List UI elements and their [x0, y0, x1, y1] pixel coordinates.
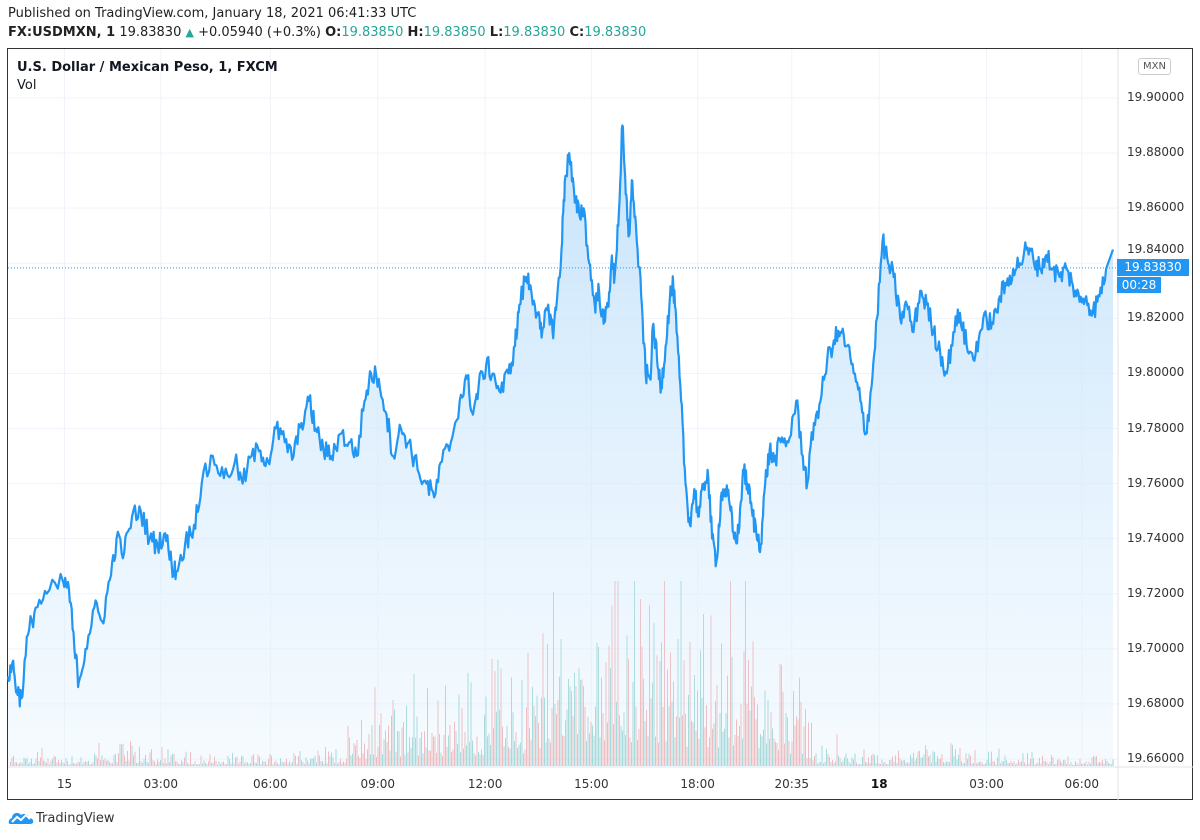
- x-tick-label: 03:00: [143, 777, 179, 791]
- tradingview-logo-icon: [8, 812, 34, 824]
- x-tick-label: 09:00: [360, 777, 396, 791]
- high-value: 19.83850: [423, 25, 486, 40]
- price-line: [6, 124, 1115, 708]
- y-tick-label: 19.72000: [1127, 585, 1185, 600]
- x-tick-label: 18:00: [680, 777, 715, 791]
- x-tick-label: 06:00: [1064, 777, 1100, 791]
- high-label: H:: [407, 25, 424, 40]
- low-value: 19.83830: [503, 25, 566, 40]
- currency-button[interactable]: MXN: [1138, 58, 1171, 75]
- quote-line: FX:USDMXN, 1 19.83830 ▲ +0.05940 (+0.3%)…: [8, 25, 646, 40]
- y-tick-label: 19.74000: [1127, 530, 1185, 545]
- y-tick-label: 19.70000: [1127, 640, 1185, 655]
- y-tick-label: 19.86000: [1127, 200, 1185, 215]
- symbol: FX:USDMXN, 1: [8, 25, 116, 40]
- y-tick-label: 19.88000: [1127, 145, 1185, 160]
- x-tick-label: 06:00: [253, 777, 288, 791]
- x-tick-label: 03:00: [969, 777, 1004, 791]
- x-tick-label: 15: [56, 777, 73, 791]
- low-label: L:: [489, 25, 504, 40]
- close-label: C:: [569, 25, 585, 40]
- y-tick-label: 19.82000: [1127, 310, 1185, 325]
- y-tick-label: 19.66000: [1127, 751, 1185, 765]
- x-tick-label: 12:00: [467, 777, 503, 791]
- tradingview-brand[interactable]: TradingView: [8, 810, 115, 826]
- chart-frame: [7, 48, 1193, 800]
- y-tick-label: 19.80000: [1127, 365, 1185, 380]
- chart-legend-title: U.S. Dollar / Mexican Peso, 1, FXCM: [17, 60, 278, 75]
- x-tick-label: 15:00: [574, 777, 609, 791]
- up-arrow-icon: ▲: [185, 26, 194, 39]
- price-change: +0.05940 (+0.3%): [198, 25, 321, 40]
- y-tick-label: 19.90000: [1127, 90, 1185, 104]
- open-value: 19.83850: [341, 25, 404, 40]
- volume-legend: Vol: [17, 78, 37, 93]
- y-tick-label: 19.84000: [1127, 242, 1185, 256]
- x-tick-label: 18: [870, 777, 888, 791]
- last-price-tag: 19.83830: [1117, 259, 1189, 276]
- y-tick-label: 19.76000: [1127, 475, 1185, 490]
- open-label: O:: [325, 25, 342, 40]
- x-tick-label: 20:35: [774, 777, 810, 791]
- y-tick-label: 19.78000: [1127, 420, 1185, 435]
- close-value: 19.83830: [584, 25, 647, 40]
- price-area-fill: [8, 125, 1113, 767]
- last-price: 19.83830: [119, 25, 182, 40]
- bar-countdown-tag: 00:28: [1117, 277, 1161, 293]
- y-tick-label: 19.68000: [1127, 695, 1185, 710]
- brand-name: TradingView: [36, 810, 115, 826]
- published-note: Published on TradingView.com, January 18…: [8, 6, 417, 21]
